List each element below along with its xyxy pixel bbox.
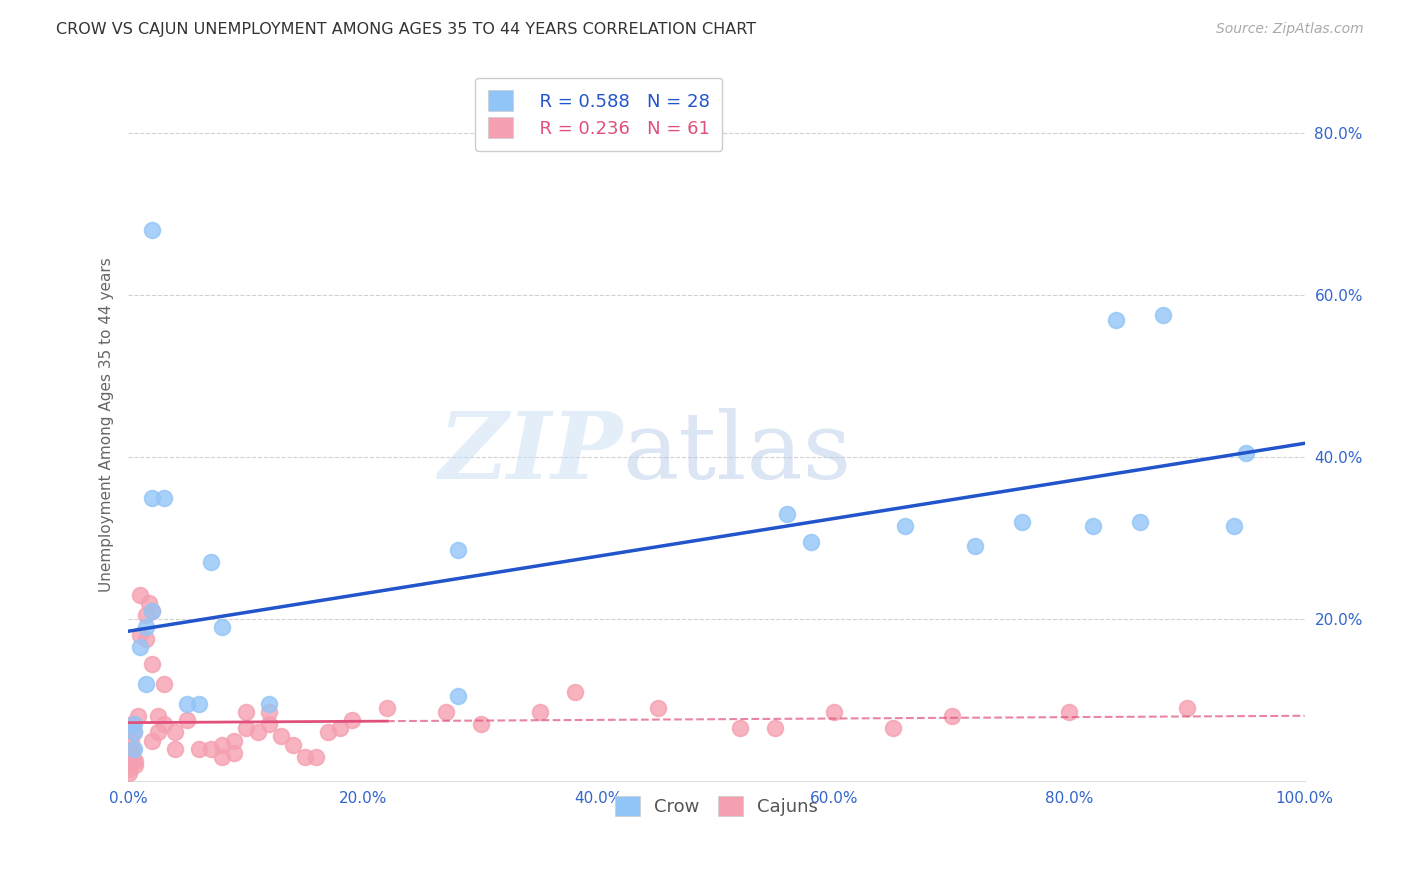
Point (200, 555, 222, 569)
Point (127, 709, 149, 723)
Point (135, 677, 157, 691)
Point (146, 709, 169, 723)
Point (117, 754, 139, 768)
Point (165, 725, 187, 739)
Point (224, 733, 246, 747)
Point (305, 749, 328, 764)
Y-axis label: Unemployment Among Ages 35 to 44 years: Unemployment Among Ages 35 to 44 years (100, 258, 114, 592)
Point (152, 491, 174, 505)
Point (434, 705, 457, 719)
Point (647, 701, 669, 715)
Point (141, 604, 163, 618)
Point (1011, 515, 1033, 529)
Point (294, 749, 316, 764)
Point (1105, 312, 1128, 326)
Point (259, 705, 281, 719)
Point (118, 757, 141, 772)
Point (259, 717, 281, 731)
Point (893, 519, 915, 533)
Point (124, 754, 146, 768)
Point (176, 713, 198, 727)
Point (882, 722, 904, 736)
Point (138, 596, 160, 610)
Point (1059, 705, 1081, 719)
Point (823, 705, 845, 719)
Point (446, 543, 468, 558)
Point (152, 717, 174, 731)
Point (965, 539, 987, 553)
Point (176, 697, 198, 711)
Point (316, 725, 339, 739)
Point (259, 697, 281, 711)
Point (122, 725, 145, 739)
Text: CROW VS CAJUN UNEMPLOYMENT AMONG AGES 35 TO 44 YEARS CORRELATION CHART: CROW VS CAJUN UNEMPLOYMENT AMONG AGES 35… (56, 22, 756, 37)
Point (211, 749, 233, 764)
Point (1175, 701, 1198, 715)
Point (1081, 519, 1104, 533)
Point (141, 604, 163, 618)
Point (117, 749, 139, 764)
Point (340, 713, 363, 727)
Point (135, 632, 157, 647)
Point (270, 730, 292, 744)
Point (124, 757, 146, 772)
Point (141, 733, 163, 747)
Point (152, 677, 174, 691)
Point (763, 722, 786, 736)
Point (187, 741, 209, 756)
Point (122, 741, 145, 756)
Point (122, 725, 145, 739)
Point (941, 709, 963, 723)
Point (129, 640, 152, 655)
Point (146, 725, 169, 739)
Point (122, 754, 145, 768)
Point (141, 491, 163, 505)
Point (329, 722, 352, 736)
Point (135, 620, 157, 634)
Point (235, 722, 257, 736)
Point (118, 762, 141, 776)
Point (1234, 446, 1257, 460)
Point (120, 733, 142, 747)
Point (529, 705, 551, 719)
Point (211, 620, 233, 634)
Point (187, 697, 209, 711)
Point (129, 588, 152, 602)
Point (129, 628, 152, 642)
Point (776, 507, 799, 521)
Point (281, 738, 304, 752)
Point (246, 725, 269, 739)
Point (564, 685, 586, 699)
Point (800, 535, 823, 549)
Point (1223, 519, 1246, 533)
Point (446, 689, 468, 703)
Text: Source: ZipAtlas.com: Source: ZipAtlas.com (1216, 22, 1364, 37)
Point (121, 717, 143, 731)
Point (141, 223, 163, 237)
Point (200, 741, 222, 756)
Point (235, 705, 257, 719)
Text: atlas: atlas (623, 409, 852, 499)
Point (224, 746, 246, 760)
Point (118, 765, 141, 780)
Text: ZIP: ZIP (439, 409, 623, 499)
Point (728, 722, 751, 736)
Legend: Crow, Cajuns: Crow, Cajuns (606, 787, 827, 825)
Point (470, 717, 492, 731)
Point (120, 746, 142, 760)
Point (1129, 515, 1152, 529)
Point (375, 701, 398, 715)
Point (117, 757, 139, 772)
Point (122, 717, 145, 731)
Point (141, 657, 163, 671)
Point (211, 738, 233, 752)
Point (1153, 309, 1175, 323)
Point (165, 741, 187, 756)
Point (135, 607, 157, 622)
Point (121, 741, 143, 756)
